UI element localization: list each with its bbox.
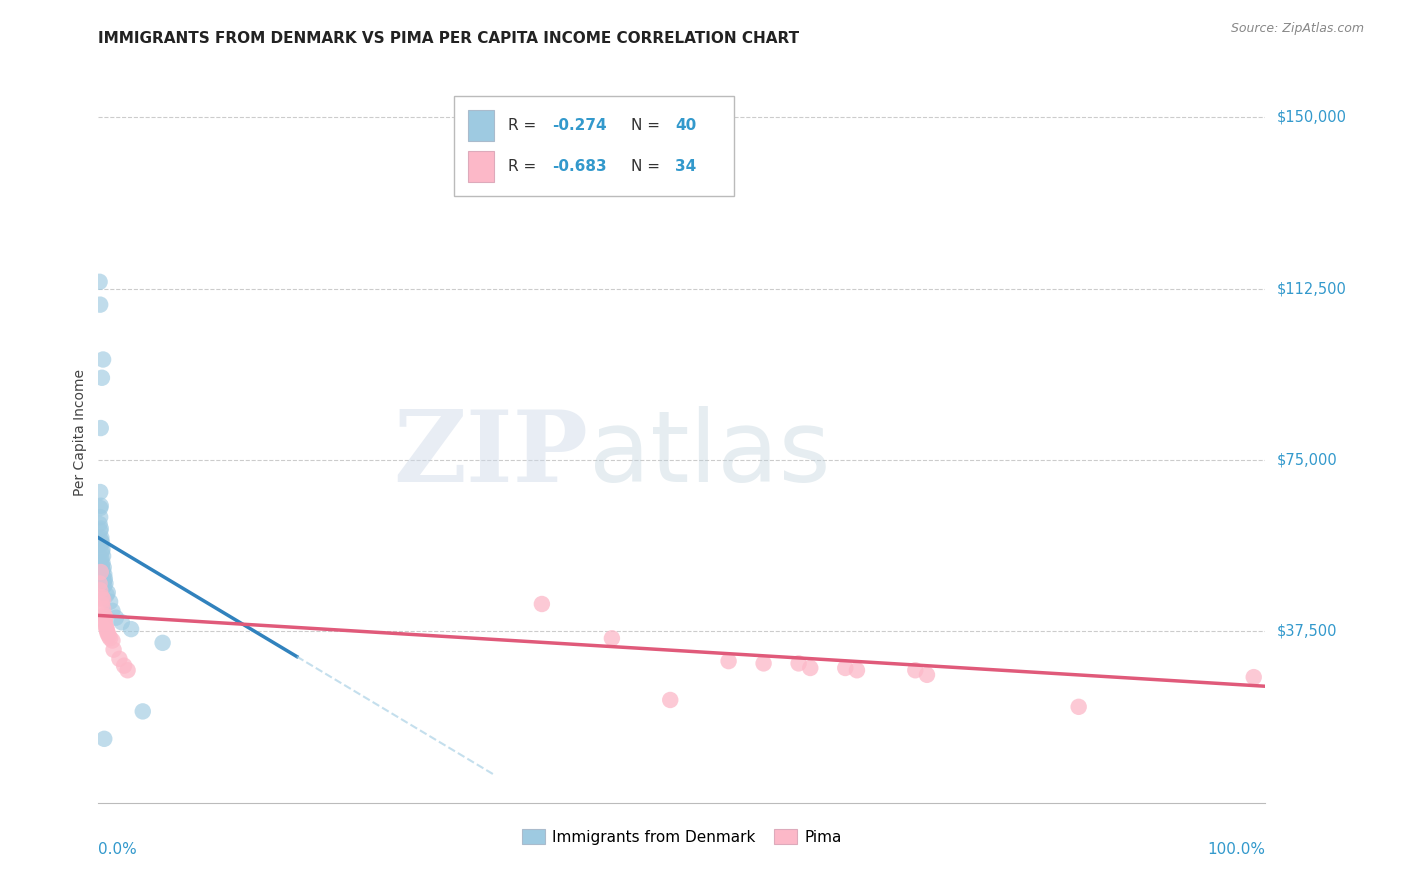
Point — [530, 597, 553, 611]
Point — [96, 588, 118, 602]
Point — [97, 626, 120, 640]
Point — [117, 663, 139, 677]
Point — [90, 535, 112, 549]
Point — [104, 611, 127, 625]
Text: R =: R = — [508, 159, 541, 174]
Point — [717, 654, 740, 668]
Point — [96, 622, 118, 636]
Point — [90, 590, 112, 604]
Point — [111, 615, 134, 630]
Point — [90, 522, 112, 536]
Point — [787, 657, 810, 671]
Text: 40: 40 — [675, 118, 696, 133]
Text: atlas: atlas — [589, 407, 830, 503]
Point — [1067, 699, 1090, 714]
Point — [752, 657, 775, 671]
Text: 100.0%: 100.0% — [1208, 842, 1265, 856]
Point — [600, 632, 623, 646]
FancyBboxPatch shape — [468, 151, 494, 182]
Text: N =: N = — [630, 118, 665, 133]
Point — [89, 524, 111, 538]
Point — [89, 501, 111, 516]
Text: -0.683: -0.683 — [553, 159, 607, 174]
Point — [93, 567, 115, 582]
Point — [91, 542, 114, 557]
Text: R =: R = — [508, 118, 541, 133]
Text: $112,500: $112,500 — [1277, 281, 1347, 296]
Point — [91, 569, 114, 583]
Point — [89, 298, 111, 312]
Point — [93, 731, 115, 746]
Point — [90, 499, 112, 513]
Point — [94, 611, 117, 625]
Point — [90, 558, 112, 573]
Point — [101, 633, 124, 648]
Point — [96, 624, 118, 639]
Point — [120, 622, 142, 636]
Point — [89, 576, 111, 591]
Point — [91, 352, 114, 367]
Point — [89, 485, 111, 500]
Point — [94, 615, 117, 630]
Point — [98, 595, 121, 609]
Point — [90, 533, 112, 547]
Point — [90, 551, 112, 566]
Point — [915, 668, 938, 682]
Point — [97, 585, 120, 599]
Point — [152, 636, 174, 650]
Text: $37,500: $37,500 — [1277, 624, 1337, 639]
Point — [89, 583, 111, 598]
Point — [132, 705, 155, 719]
Text: N =: N = — [630, 159, 665, 174]
Point — [799, 661, 821, 675]
Point — [90, 597, 112, 611]
Text: Source: ZipAtlas.com: Source: ZipAtlas.com — [1230, 22, 1364, 36]
Text: 0.0%: 0.0% — [98, 842, 138, 856]
Point — [97, 629, 120, 643]
Point — [1243, 670, 1265, 684]
Point — [904, 663, 927, 677]
Point — [112, 658, 135, 673]
Point — [91, 556, 114, 570]
Point — [103, 642, 125, 657]
Point — [90, 538, 112, 552]
Point — [108, 652, 131, 666]
Point — [89, 516, 111, 531]
Point — [89, 275, 111, 289]
Legend: Immigrants from Denmark, Pima: Immigrants from Denmark, Pima — [516, 823, 848, 851]
Point — [101, 604, 124, 618]
Text: -0.274: -0.274 — [553, 118, 607, 133]
Point — [90, 371, 112, 385]
Point — [93, 608, 115, 623]
Y-axis label: Per Capita Income: Per Capita Income — [73, 369, 87, 496]
Point — [91, 592, 114, 607]
Point — [91, 563, 114, 577]
Point — [93, 574, 115, 589]
FancyBboxPatch shape — [454, 95, 734, 195]
Point — [93, 579, 115, 593]
Point — [94, 576, 117, 591]
Point — [834, 661, 856, 675]
Point — [94, 620, 117, 634]
Text: $150,000: $150,000 — [1277, 110, 1347, 125]
Point — [90, 544, 112, 558]
Point — [90, 421, 112, 435]
Text: 34: 34 — [675, 159, 696, 174]
Text: IMMIGRANTS FROM DENMARK VS PIMA PER CAPITA INCOME CORRELATION CHART: IMMIGRANTS FROM DENMARK VS PIMA PER CAPI… — [98, 31, 800, 46]
Point — [91, 549, 114, 563]
Text: $75,000: $75,000 — [1277, 452, 1337, 467]
Point — [91, 601, 114, 615]
Point — [93, 613, 115, 627]
Point — [90, 531, 112, 545]
Point — [846, 663, 869, 677]
Point — [89, 510, 111, 524]
Point — [94, 572, 117, 586]
Point — [98, 632, 121, 646]
Point — [90, 565, 112, 579]
Point — [659, 693, 682, 707]
Text: ZIP: ZIP — [394, 407, 589, 503]
Point — [93, 560, 115, 574]
FancyBboxPatch shape — [468, 110, 494, 141]
